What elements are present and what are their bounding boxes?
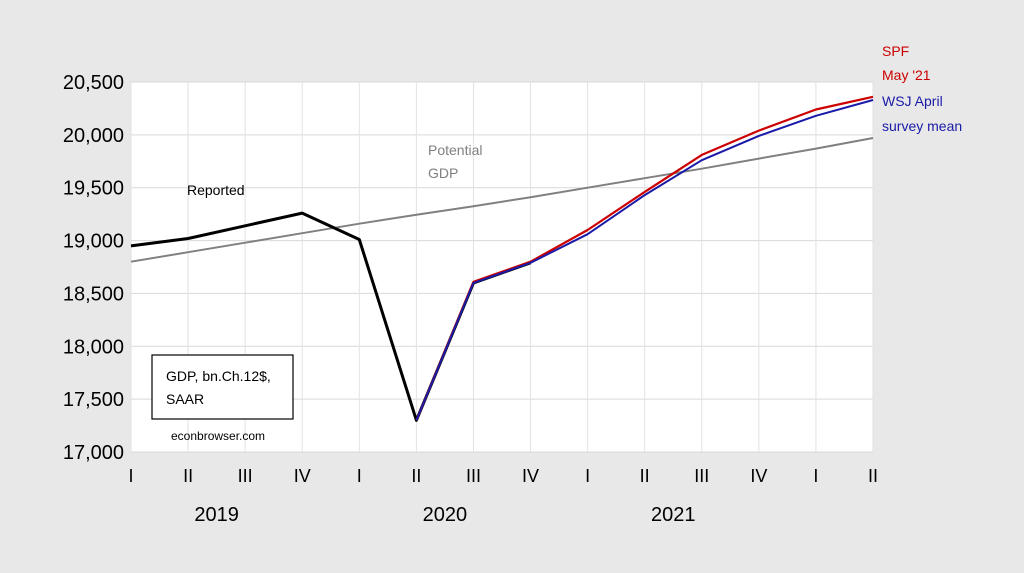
x-tick-label: III [238, 466, 253, 486]
source-credit: econbrowser.com [171, 429, 265, 443]
y-tick-label: 18,500 [63, 283, 124, 305]
x-tick-label: I [128, 466, 133, 486]
y-tick-label: 17,500 [63, 389, 124, 411]
y-tick-label: 20,500 [63, 72, 124, 94]
x-tick-label: I [585, 466, 590, 486]
year-label: 2020 [423, 504, 468, 526]
units-note-line-1: GDP, bn.Ch.12$, [166, 368, 271, 384]
x-tick-label: I [813, 466, 818, 486]
y-tick-label: 17,000 [63, 442, 124, 464]
potential-gdp-label-1: Potential [428, 142, 482, 158]
series-lines [130, 95, 874, 422]
x-tick-label: IV [750, 466, 767, 486]
x-tick-label: II [640, 466, 650, 486]
y-tick-label: 20,000 [63, 125, 124, 147]
year-labels: 2019 2020 2021 [194, 504, 695, 526]
units-note-line-2: SAAR [166, 391, 204, 407]
x-tick-label: II [411, 466, 421, 486]
x-tick-label: III [466, 466, 481, 486]
y-tick-label: 19,500 [63, 178, 124, 200]
wsj-forecast-line [415, 99, 874, 421]
y-tick-label: 19,000 [63, 231, 124, 253]
x-tick-label: II [183, 466, 193, 486]
reported-label: Reported [187, 182, 245, 198]
spf-forecast-line [415, 95, 874, 421]
wsj-label-2: survey mean [882, 118, 962, 134]
x-axis-ticks: I II III IV I II III IV I II III IV I II [128, 466, 878, 486]
year-label: 2021 [651, 504, 696, 526]
wsj-label-1: WSJ April [882, 93, 943, 109]
year-label: 2019 [194, 504, 239, 526]
y-tick-label: 18,000 [63, 336, 124, 358]
x-tick-label: IV [522, 466, 539, 486]
spf-label-1: SPF [882, 43, 909, 59]
potential-gdp-line [130, 137, 874, 263]
x-tick-label: II [868, 466, 878, 486]
potential-gdp-label-2: GDP [428, 165, 458, 181]
x-tick-label: III [694, 466, 709, 486]
units-note-box [151, 354, 294, 420]
x-tick-label: IV [294, 466, 311, 486]
y-axis-ticks: 17,000 17,500 18,000 18,500 19,000 19,500 20,0… [63, 72, 124, 464]
x-tick-label: I [357, 466, 362, 486]
spf-label-2: May '21 [882, 67, 931, 83]
